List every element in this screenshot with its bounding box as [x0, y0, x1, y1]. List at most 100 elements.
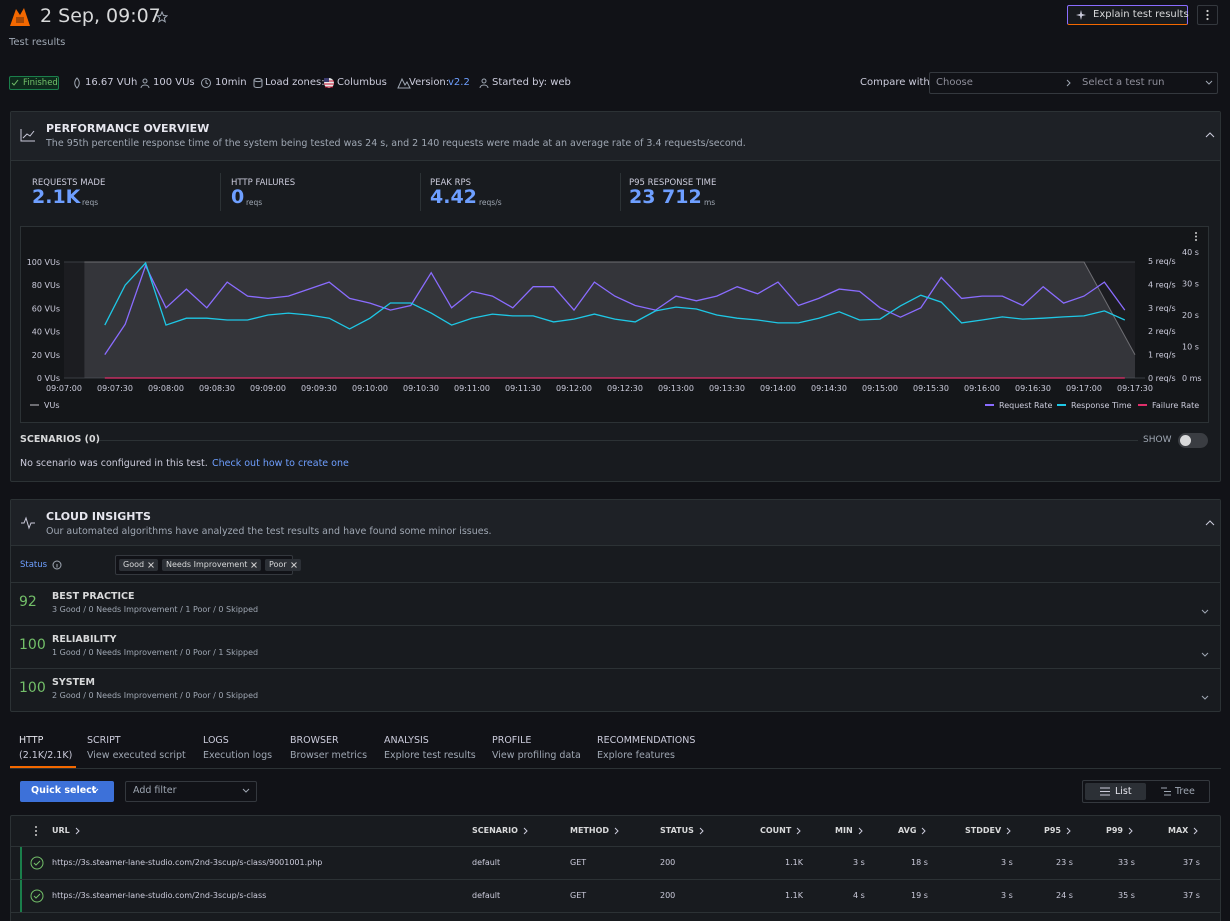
column-header[interactable]: P95	[1044, 826, 1073, 835]
column-label: METHOD	[570, 826, 610, 835]
tab-subtitle[interactable]: Browser metrics	[290, 750, 368, 761]
y-tick-label: 100 VUs	[27, 258, 60, 267]
menu-button[interactable]	[1197, 5, 1218, 25]
column-header[interactable]: STDDEV	[965, 826, 1013, 835]
tab-title[interactable]: RECOMMENDATIONS	[597, 735, 696, 746]
stat-value: 2.1K	[32, 186, 81, 208]
column-header[interactable]: COUNT	[760, 826, 803, 835]
kebab-dot[interactable]	[1195, 235, 1197, 238]
filter-label: Status	[20, 560, 48, 570]
table-cell: 37 s	[1183, 858, 1200, 867]
run-placeholder: Select a test run	[1082, 77, 1165, 88]
insight-name[interactable]: BEST PRACTICE	[52, 591, 135, 602]
tab-subtitle[interactable]: (2.1K/2.1K)	[19, 750, 73, 761]
y3-tick-label: 20 s	[1182, 311, 1199, 320]
expand-icon[interactable]	[1201, 600, 1209, 614]
toggle[interactable]	[1178, 433, 1208, 448]
kebab-dot[interactable]	[1195, 239, 1197, 241]
performance-header[interactable]	[11, 112, 1220, 160]
remove-icon[interactable]	[290, 562, 297, 568]
tab-title[interactable]: PROFILE	[492, 735, 532, 746]
y2-tick-label: 1 req/s	[1148, 351, 1176, 360]
column-header[interactable]: P99	[1106, 826, 1135, 835]
column-label: P95	[1044, 826, 1061, 835]
section-title: CLOUD INSIGHTS	[46, 510, 151, 523]
divider	[11, 846, 1220, 847]
filter-placeholder[interactable]: Add filter	[133, 785, 177, 796]
stat-divider	[220, 173, 221, 211]
filter-chip[interactable]: Needs Improvement	[162, 559, 262, 571]
dropdown-icon	[242, 788, 250, 793]
filter-chip[interactable]: Good	[119, 559, 159, 571]
insights-header[interactable]	[11, 500, 1220, 545]
table-cell: 200	[660, 891, 676, 900]
compare-select[interactable]	[929, 72, 1218, 94]
tab-subtitle[interactable]: Execution logs	[203, 750, 273, 761]
remove-icon[interactable]	[251, 562, 258, 568]
remove-icon[interactable]	[148, 562, 154, 568]
meta-version[interactable]: v2.2	[448, 77, 470, 88]
column-header[interactable]: URL	[52, 826, 82, 835]
column-header[interactable]: MIN	[835, 826, 865, 835]
explain-label[interactable]: Explain test results	[1093, 9, 1189, 20]
compare-placeholder: Choose	[936, 77, 973, 88]
tab-title[interactable]: BROWSER	[290, 735, 339, 746]
docs-link[interactable]: Check out how to create one	[212, 458, 349, 469]
scenario-line	[96, 440, 1138, 441]
meta-load-zones-label: Load zones:	[265, 77, 325, 88]
column-label: STATUS	[660, 826, 694, 835]
y-tick-label: 40 VUs	[32, 328, 60, 337]
column-header[interactable]: STATUS	[660, 826, 706, 835]
collapse-icon[interactable]	[1205, 131, 1215, 139]
view-option[interactable]: Tree	[1175, 786, 1195, 797]
insight-name[interactable]: SYSTEM	[52, 677, 95, 688]
expand-icon[interactable]	[1201, 643, 1209, 657]
quick-select-button[interactable]	[20, 781, 114, 802]
column-header[interactable]: AVG	[898, 826, 928, 835]
x-tick-label: 09:10:30	[403, 384, 439, 393]
tab-title[interactable]: ANALYSIS	[384, 735, 429, 746]
meta-icons	[11, 77, 489, 89]
table-cell[interactable]: https://3s.steamer-lane-studio.com/2nd-3…	[52, 891, 267, 900]
tab-title[interactable]: LOGS	[203, 735, 229, 746]
view-active[interactable]	[1085, 783, 1146, 800]
collapse-icon[interactable]	[1205, 519, 1215, 527]
status-text: Finished	[23, 78, 58, 88]
insight-name[interactable]: RELIABILITY	[52, 634, 117, 645]
sort-icon	[1006, 827, 1011, 834]
table-cell[interactable]: https://3s.steamer-lane-studio.com/2nd-3…	[52, 858, 323, 867]
column-header[interactable]: METHOD	[570, 826, 621, 835]
divider	[11, 160, 1220, 161]
filter-chip[interactable]: Poor	[265, 559, 301, 571]
meta-started-by: Started by: web	[492, 77, 571, 88]
tab-subtitle[interactable]: View executed script	[87, 750, 186, 761]
explain-button-frame[interactable]	[1067, 5, 1188, 25]
quick-select-label[interactable]: Quick select	[31, 785, 97, 796]
filter-input[interactable]	[125, 781, 257, 802]
x-tick-label: 09:12:30	[607, 384, 643, 393]
tab-subtitle[interactable]: View profiling data	[492, 750, 581, 761]
series-area	[84, 262, 1135, 378]
star-icon[interactable]	[156, 11, 168, 23]
chevron	[1201, 652, 1209, 657]
view-option[interactable]: List	[1115, 786, 1132, 797]
table-cell: default	[472, 858, 501, 867]
column-header[interactable]: MAX	[1168, 826, 1200, 835]
column-menu[interactable]	[33, 825, 39, 837]
scenarios-title: SCENARIOS (0)	[20, 434, 100, 445]
tab-title[interactable]: HTTP	[19, 735, 44, 746]
kebab-dot[interactable]	[1195, 232, 1197, 234]
y2-tick-label: 2 req/s	[1148, 327, 1176, 336]
y3-tick-label: 0 ms	[1182, 374, 1202, 383]
legend-label: Response Time	[1071, 401, 1132, 410]
stat-unit: reqs/s	[479, 198, 502, 207]
y2-tick-label: 3 req/s	[1148, 304, 1176, 313]
tab-title[interactable]: SCRIPT	[87, 735, 121, 746]
sort-icon	[523, 827, 528, 834]
tab-subtitle[interactable]: Explore test results	[384, 750, 476, 761]
tab-subtitle[interactable]: Explore features	[597, 750, 675, 761]
column-header[interactable]: SCENARIO	[472, 826, 530, 835]
info-icon	[52, 560, 62, 570]
stat-divider	[620, 173, 621, 211]
expand-icon[interactable]	[1201, 686, 1209, 700]
